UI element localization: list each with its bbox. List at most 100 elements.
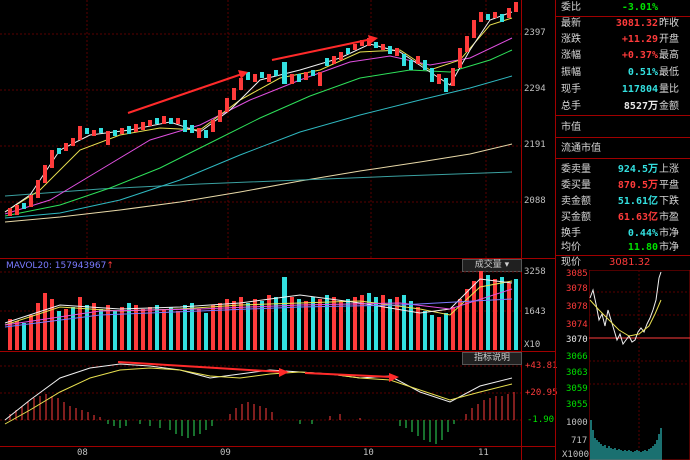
trend-arrow-1: [127, 70, 248, 114]
quote-label: 委比: [561, 2, 581, 13]
quote-value: 61.63亿: [617, 212, 658, 223]
ma-teal: [4, 75, 513, 219]
macd-dif: [4, 363, 513, 421]
intraday-vol-unit: X1000: [562, 450, 590, 460]
quote-label-2: 昨收: [659, 18, 679, 29]
macd-histogram: [9, 392, 515, 444]
quote-value: 0.44%: [627, 228, 658, 239]
quote-value: 117804: [621, 84, 658, 95]
price-tick: 2088: [524, 196, 546, 206]
quote-label-2: 量比: [659, 84, 679, 95]
price-tick: 2191: [524, 140, 546, 150]
quote-row-buy-amt: 买金额 61.63亿 市盈: [561, 210, 690, 226]
ma-teal-long: [4, 171, 513, 197]
quote-value: 924.5万: [617, 164, 658, 175]
quote-label: 涨幅: [561, 50, 581, 61]
quote-row-latest: 最新 3081.32 昨收: [561, 16, 690, 32]
quote-value: 11.80: [627, 242, 658, 253]
quote-label: 现手: [561, 84, 581, 95]
quote-row-change: 涨跌 +11.29 开盘: [561, 32, 690, 48]
quote-row-total: 总手 8527万 金额: [561, 99, 690, 115]
volume-tick: 1643: [524, 307, 546, 317]
intraday-tick: 3085: [566, 269, 588, 279]
quote-row-weibi: 委比 -3.01%: [561, 0, 690, 16]
float-cap-label: 流通市值: [561, 141, 690, 157]
quote-label-2: 最低: [659, 67, 679, 78]
quote-label: 均价: [561, 242, 581, 253]
quote-row-current: 现手 117804 量比: [561, 82, 690, 98]
quote-label: 换手: [561, 228, 581, 239]
intraday-price: 3081.32: [609, 257, 651, 268]
volume-button-label: 成交量: [474, 260, 502, 270]
volume-tick: 3258: [524, 267, 546, 277]
trend-arrow-2: [271, 35, 378, 61]
quote-value: 870.5万: [617, 180, 658, 191]
kline-chart[interactable]: [0, 0, 522, 460]
quote-label-2: 市净: [659, 242, 679, 253]
indicator-help-button[interactable]: 指标说明: [462, 352, 522, 365]
intraday-tick: 3078: [566, 284, 588, 294]
intraday-tick: 3055: [566, 400, 588, 410]
kline-svg: [0, 0, 521, 258]
quote-label: 最新: [561, 18, 581, 29]
quote-row-turnover: 换手 0.44% 市净: [561, 226, 690, 242]
quote-value: +0.37%: [621, 50, 658, 61]
quote-label: 总手: [561, 101, 581, 112]
intraday-svg: [589, 270, 690, 460]
quote-label-2: 下跌: [659, 196, 679, 207]
intraday-tick: 3074: [566, 320, 588, 330]
dropdown-arrow-icon: ▾: [501, 260, 510, 270]
ma-cream: [4, 143, 513, 223]
quote-label: 委卖量: [561, 164, 591, 175]
help-button-label: 指标说明: [473, 353, 510, 363]
quote-label: 振幅: [561, 67, 581, 78]
quote-value: -3.01%: [621, 2, 658, 13]
mavol-text: MAVOL20: 157943967: [6, 261, 107, 271]
macd-panel[interactable]: 指标说明: [0, 352, 522, 446]
intraday-label: 现价: [561, 257, 581, 268]
volume-bars: [8, 271, 518, 350]
intraday-tick: 3059: [566, 384, 588, 394]
macd-tick: -1.90: [527, 415, 555, 425]
market-cap-label: 市值: [561, 120, 690, 136]
quote-label: 买金额: [561, 212, 591, 223]
volume-panel[interactable]: MAVOL20: 157943967↑ 成交量 ▾: [0, 259, 522, 351]
quote-label-2: 平盘: [659, 180, 679, 191]
quote-panel: [556, 0, 690, 255]
macd-arrow-1: [117, 361, 289, 377]
quote-label-2: 上涨: [659, 164, 679, 175]
quote-row-pct: 涨幅 +0.37% 最高: [561, 48, 690, 64]
quote-value: 0.51%: [627, 67, 658, 78]
intraday-vol-tick: 717: [571, 436, 588, 446]
time-tick: 08: [77, 448, 88, 458]
quote-label: 卖金额: [561, 196, 591, 207]
candles: [8, 2, 518, 216]
intraday-volume: [590, 420, 662, 460]
macd-dea: [4, 367, 513, 425]
quote-label: 流通市值: [561, 143, 601, 154]
macd-tick: +20.95: [525, 388, 558, 398]
quote-label-2: 市净: [659, 228, 679, 239]
quote-value: +11.29: [621, 34, 658, 45]
ma-yellow: [4, 17, 513, 213]
quote-label-2: 金额: [659, 101, 679, 112]
macd-svg: [0, 361, 521, 444]
quote-value: 3081.32: [615, 18, 658, 29]
quote-row-buy-vol: 委买量 870.5万 平盘: [561, 178, 690, 194]
volume-unit: X10: [524, 340, 541, 350]
intraday-tick: 3070: [566, 335, 588, 345]
time-tick: 11: [478, 448, 489, 458]
volume-indicator-button[interactable]: 成交量 ▾: [462, 259, 522, 272]
intraday-chart[interactable]: [589, 270, 690, 460]
ma-green: [4, 49, 513, 217]
intraday-price-line: [589, 271, 662, 346]
intraday-tick: 3063: [566, 368, 588, 378]
macd-tick: +43.81: [525, 361, 558, 371]
time-tick: 10: [363, 448, 374, 458]
volume-svg: [0, 271, 521, 350]
intraday-header: 现价 3081.32: [561, 256, 690, 270]
mavol-label: MAVOL20: 157943967↑: [6, 261, 114, 271]
intraday-vol-tick: 1000: [566, 418, 588, 428]
quote-row-avg: 均价 11.80 市净: [561, 240, 690, 256]
quote-value: 51.61亿: [617, 196, 658, 207]
